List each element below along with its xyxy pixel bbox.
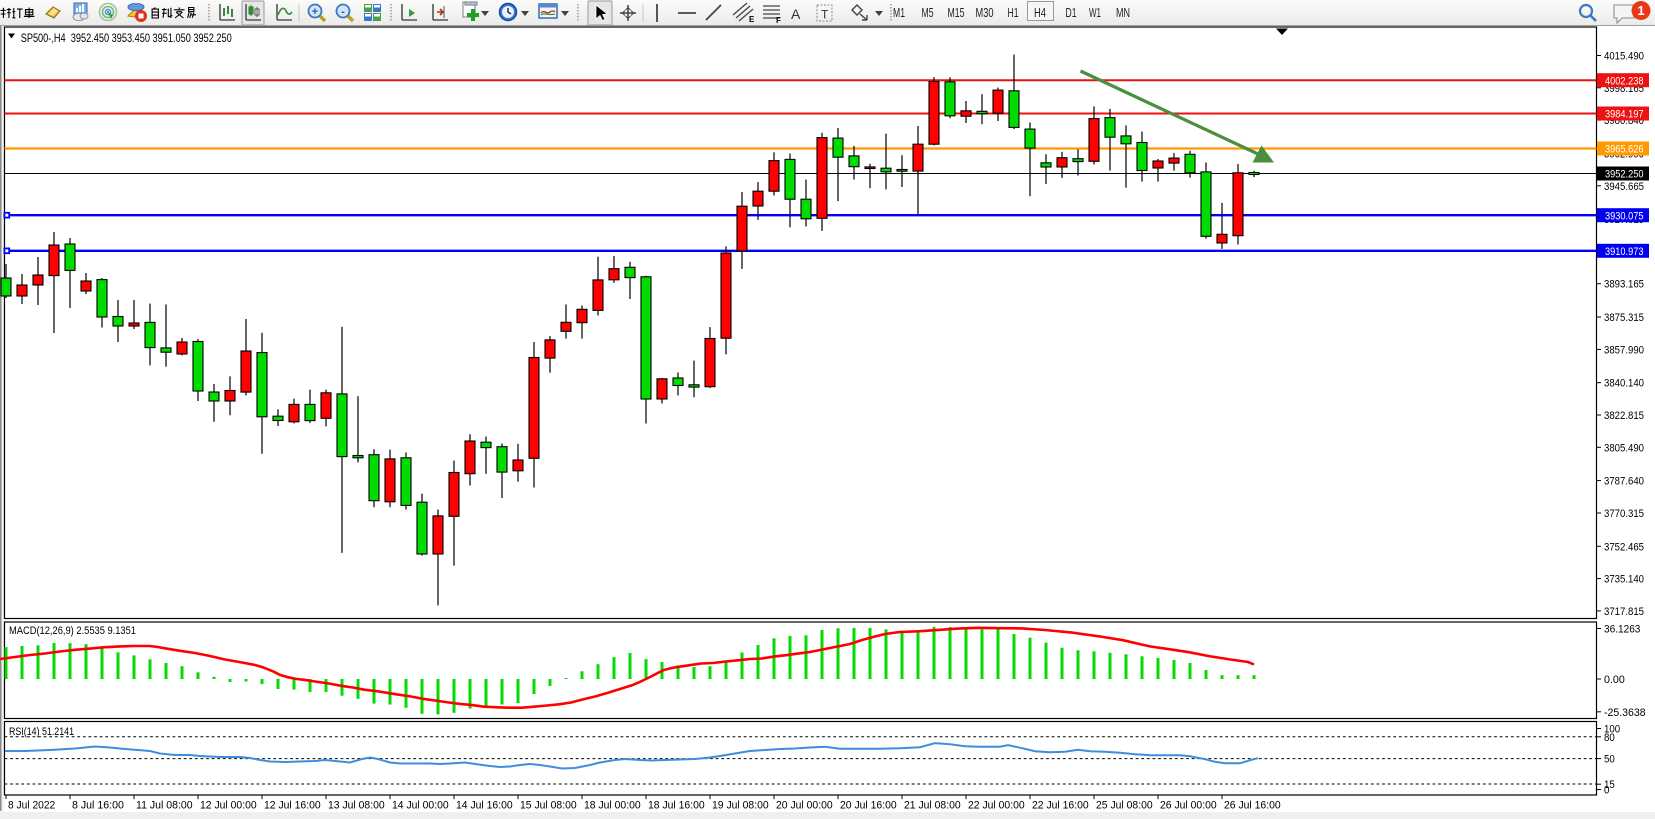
svg-text:22 Jul 00:00: 22 Jul 00:00	[968, 800, 1025, 812]
svg-text:3965.626: 3965.626	[1605, 144, 1644, 156]
svg-text:3857.990: 3857.990	[1604, 344, 1644, 356]
svg-text:8 Jul 2022: 8 Jul 2022	[8, 800, 55, 812]
svg-text:3735.140: 3735.140	[1604, 574, 1644, 586]
svg-text:RSI(14) 51.2141: RSI(14) 51.2141	[9, 726, 74, 738]
svg-text:SP500-,H4 3952.450 3953.450 3: SP500-,H4 3952.450 3953.450 3951.050 395…	[21, 31, 232, 45]
svg-text:3822.815: 3822.815	[1604, 410, 1644, 422]
svg-text:F: F	[776, 16, 781, 25]
svg-text:MN: MN	[1116, 6, 1130, 20]
svg-text:A: A	[791, 6, 801, 22]
svg-text:M5: M5	[922, 6, 934, 20]
svg-text:3945.665: 3945.665	[1604, 181, 1644, 193]
svg-text:3910.973: 3910.973	[1605, 246, 1644, 258]
svg-text:3840.140: 3840.140	[1604, 378, 1644, 390]
svg-text:-: -	[341, 6, 345, 18]
svg-text:3893.165: 3893.165	[1604, 279, 1644, 291]
svg-text:M1: M1	[893, 6, 905, 20]
svg-text:26 Jul 16:00: 26 Jul 16:00	[1224, 800, 1281, 812]
svg-text:21 Jul 08:00: 21 Jul 08:00	[904, 800, 961, 812]
svg-text:11 Jul 08:00: 11 Jul 08:00	[136, 800, 193, 812]
svg-text:H4: H4	[1034, 6, 1046, 20]
svg-text:18 Jul 16:00: 18 Jul 16:00	[648, 800, 705, 812]
svg-text:E: E	[749, 15, 755, 24]
svg-text:M15: M15	[948, 6, 965, 20]
svg-text:14 Jul 00:00: 14 Jul 00:00	[392, 800, 449, 812]
svg-text:20 Jul 00:00: 20 Jul 00:00	[776, 800, 833, 812]
svg-text:12 Jul 16:00: 12 Jul 16:00	[264, 800, 321, 812]
svg-text:0: 0	[1604, 785, 1609, 797]
svg-text:36.1263: 36.1263	[1604, 624, 1640, 636]
svg-text:3752.465: 3752.465	[1604, 541, 1644, 553]
svg-text:H1: H1	[1008, 6, 1019, 20]
svg-text:-25.3638: -25.3638	[1604, 707, 1646, 719]
svg-text:26 Jul 00:00: 26 Jul 00:00	[1160, 800, 1217, 812]
svg-text:3770.315: 3770.315	[1604, 508, 1644, 520]
svg-text:MACD(12,26,9) 2.5535 9.1351: MACD(12,26,9) 2.5535 9.1351	[9, 625, 136, 637]
svg-text:+: +	[312, 6, 318, 18]
svg-text:3717.815: 3717.815	[1604, 606, 1644, 618]
svg-text:80: 80	[1604, 732, 1615, 744]
svg-text:0.00: 0.00	[1604, 674, 1625, 686]
svg-text:3952.250: 3952.250	[1605, 169, 1644, 181]
svg-text:19 Jul 08:00: 19 Jul 08:00	[712, 800, 769, 812]
svg-text:22 Jul 16:00: 22 Jul 16:00	[1032, 800, 1089, 812]
svg-text:3984.197: 3984.197	[1605, 109, 1644, 121]
svg-text:18 Jul 00:00: 18 Jul 00:00	[584, 800, 641, 812]
svg-text:3930.075: 3930.075	[1605, 210, 1644, 222]
svg-text:4002.238: 4002.238	[1605, 75, 1644, 87]
svg-text:8 Jul 16:00: 8 Jul 16:00	[72, 800, 124, 812]
svg-text:15: 15	[1604, 779, 1615, 791]
svg-text:M30: M30	[976, 6, 994, 20]
svg-text:3787.640: 3787.640	[1604, 476, 1644, 488]
svg-text:4015.490: 4015.490	[1604, 51, 1644, 63]
svg-text:1: 1	[1637, 3, 1644, 18]
svg-text:3805.490: 3805.490	[1604, 442, 1644, 454]
svg-text:T: T	[821, 8, 829, 22]
svg-text:W1: W1	[1089, 6, 1101, 20]
svg-text:100: 100	[1604, 724, 1620, 736]
svg-text:12 Jul 00:00: 12 Jul 00:00	[200, 800, 257, 812]
svg-text:14 Jul 16:00: 14 Jul 16:00	[456, 800, 513, 812]
svg-text:50: 50	[1604, 754, 1615, 766]
svg-text:13 Jul 08:00: 13 Jul 08:00	[328, 800, 385, 812]
svg-text:15 Jul 08:00: 15 Jul 08:00	[520, 800, 577, 812]
svg-text:25 Jul 08:00: 25 Jul 08:00	[1096, 800, 1153, 812]
svg-text:D1: D1	[1066, 6, 1077, 20]
svg-text:3875.315: 3875.315	[1604, 312, 1644, 324]
svg-text:20 Jul 16:00: 20 Jul 16:00	[840, 800, 897, 812]
